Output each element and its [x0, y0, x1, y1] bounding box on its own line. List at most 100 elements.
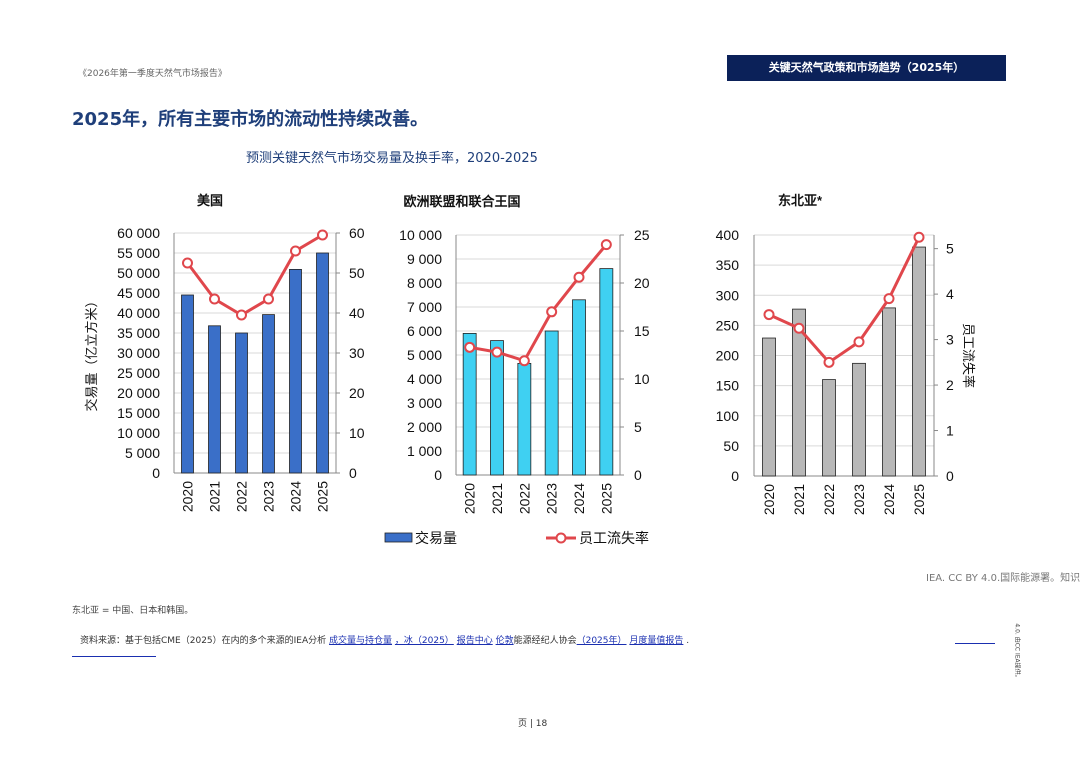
- y-left-tick-label: 0: [434, 467, 442, 483]
- source-link-london[interactable]: 伦敦: [495, 636, 514, 646]
- y-left-tick-label: 50: [723, 438, 739, 454]
- line-point: [853, 336, 865, 348]
- y-left-tick-label: 100: [716, 408, 740, 424]
- panel-title: 东北亚*: [778, 193, 823, 208]
- bar: [792, 308, 806, 477]
- y-left-tick-label: 400: [716, 227, 740, 243]
- y-right-tick-label: 20: [634, 275, 650, 291]
- bar: [490, 340, 504, 476]
- x-tick-label: 2023: [544, 483, 560, 514]
- x-tick-label: 2023: [851, 484, 867, 515]
- x-tick-label: 2024: [571, 483, 587, 514]
- y-right-axis-label: 员工流失率: [961, 323, 976, 388]
- source-link-report-center[interactable]: 报告中心: [456, 636, 493, 646]
- legend-bar-label: 交易量: [415, 530, 457, 546]
- y-right-tick-label: 40: [349, 305, 365, 321]
- y-right-tick-label: 5: [634, 419, 642, 435]
- y-right-tick-label: 1: [946, 423, 954, 439]
- footnote: 东北亚 = 中国、日本和韩国。: [72, 606, 194, 616]
- y-right-tick-label: 4: [946, 286, 954, 302]
- x-tick-label: 2021: [791, 484, 807, 515]
- x-tick-label: 2025: [315, 481, 331, 512]
- bar: [544, 330, 559, 476]
- panel-title: 欧洲联盟和联合王国: [403, 194, 520, 209]
- y-left-tick-label: 300: [716, 287, 740, 303]
- source-link-underline[interactable]: [955, 643, 995, 644]
- y-left-tick-label: 35 000: [117, 325, 160, 341]
- x-tick-label: 2024: [881, 484, 897, 515]
- y-left-tick-label: 40 000: [117, 305, 160, 321]
- bar: [208, 325, 221, 474]
- line-point: [823, 356, 835, 368]
- y-left-tick-label: 10 000: [399, 227, 442, 243]
- y-left-tick-label: 5 000: [407, 347, 442, 363]
- legend-line-label: 员工流失率: [579, 530, 649, 546]
- legend-line-marker: [555, 532, 567, 544]
- panel-title: 美国: [197, 193, 223, 208]
- y-right-tick-label: 50: [349, 265, 365, 281]
- y-left-tick-label: 60 000: [117, 225, 160, 241]
- y-left-tick-label: 2 000: [407, 419, 442, 435]
- source-link-volume[interactable]: 成交量与持仓量: [329, 636, 393, 646]
- line-point: [913, 231, 925, 243]
- y-left-tick-label: 9 000: [407, 251, 442, 267]
- y-left-tick-label: 30 000: [117, 345, 160, 361]
- y-right-tick-label: 20: [349, 385, 365, 401]
- turnover-line: [186, 233, 324, 317]
- sources-end: .: [686, 636, 690, 646]
- y-right-tick-label: 0: [349, 465, 357, 481]
- x-tick-label: 2025: [911, 484, 927, 515]
- line-point: [573, 271, 585, 283]
- y-right-tick-label: 3: [946, 332, 954, 348]
- y-right-tick-label: 30: [349, 345, 365, 361]
- x-tick-label: 2020: [462, 483, 478, 514]
- source-link-monthly-report[interactable]: 月度量值报告: [629, 636, 684, 646]
- figure-title: 预测关键天然气市场交易量及换手率，2020-2025: [246, 151, 538, 166]
- line-point: [546, 306, 558, 318]
- line-point: [883, 293, 895, 305]
- y-left-tick-label: 8 000: [407, 275, 442, 291]
- bar: [912, 246, 926, 477]
- bar: [599, 268, 614, 476]
- section-banner: 关键天然气政策和市场趋势（2025年）: [727, 55, 1006, 81]
- y-left-tick-label: 350: [716, 257, 740, 273]
- y-left-tick-label: 6 000: [407, 323, 442, 339]
- y-right-tick-label: 10: [634, 371, 650, 387]
- side-note: 4.0. 由CC IEA提供。: [1013, 623, 1021, 681]
- x-tick-label: 2021: [489, 483, 505, 514]
- y-left-axis-label: 交易量（亿立方米）: [84, 294, 99, 411]
- y-right-tick-label: 5: [946, 241, 954, 257]
- y-left-tick-label: 0: [731, 468, 739, 484]
- x-tick-label: 2020: [761, 484, 777, 515]
- document-title: 《2026年第一季度天然气市场报告》: [78, 69, 227, 79]
- line-point: [236, 309, 247, 321]
- source-link-ice[interactable]: ，冰（2025）: [394, 636, 454, 646]
- x-tick-label: 2022: [234, 481, 250, 512]
- source-link-year[interactable]: （2025年）: [576, 636, 627, 646]
- y-left-tick-label: 1 000: [407, 443, 442, 459]
- bar: [181, 294, 194, 474]
- bar: [572, 299, 586, 476]
- line-point: [600, 239, 612, 251]
- bar: [822, 379, 836, 477]
- source-link-underline[interactable]: [72, 656, 156, 657]
- line-point: [518, 355, 530, 367]
- page-headline: 2025年，所有主要市场的流动性持续改善。: [72, 109, 429, 130]
- y-left-tick-label: 45 000: [117, 285, 160, 301]
- sources-line: 资料来源：基于包括CME（2025）在内的多个来源的IEA分析 成交量与持仓量 …: [80, 633, 689, 646]
- y-right-tick-label: 25: [634, 227, 650, 243]
- y-left-tick-label: 10 000: [117, 425, 160, 441]
- line-point: [491, 346, 503, 358]
- line-point: [263, 293, 274, 305]
- sources-middle: 能源经纪人协会: [513, 636, 577, 646]
- x-tick-label: 2025: [598, 483, 614, 514]
- y-right-tick-label: 15: [634, 323, 650, 339]
- page-number: 页 | 18: [518, 719, 548, 729]
- bar: [289, 268, 302, 474]
- line-point: [317, 229, 328, 241]
- bar: [852, 362, 866, 477]
- bar: [235, 332, 248, 474]
- y-left-tick-label: 7 000: [407, 299, 442, 315]
- x-tick-label: 2022: [821, 484, 837, 515]
- y-left-tick-label: 50 000: [117, 265, 160, 281]
